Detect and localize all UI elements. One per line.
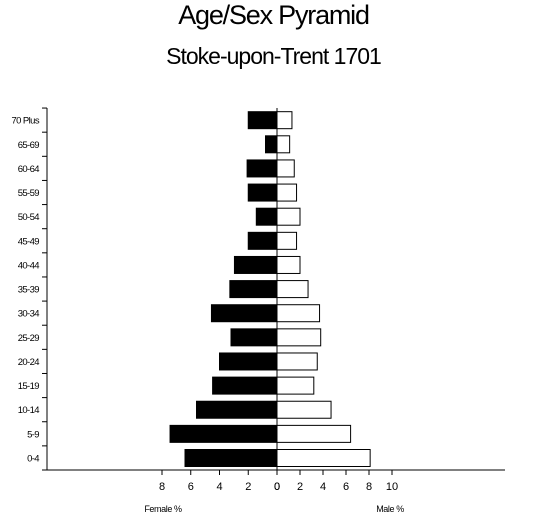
male-bar-60-64	[276, 159, 295, 178]
category-label: 30-34	[18, 309, 40, 320]
male-bar-15-19	[276, 376, 315, 395]
female-bar-35-39	[229, 280, 278, 299]
female-axis-label: Female %	[144, 504, 182, 514]
female-tick-label: 4	[216, 481, 222, 493]
male-tick-label: 10	[386, 481, 398, 493]
male-bar-45-49	[276, 231, 298, 250]
male-bar-35-39	[276, 280, 309, 299]
male-bar-25-29	[276, 328, 322, 347]
chart-subtitle: Stoke-upon-Trent 1701	[166, 43, 382, 69]
female-bar-50-54	[255, 207, 278, 226]
male-bar-70-plus	[276, 111, 293, 130]
category-label: 35-39	[18, 285, 40, 296]
male-tick-label: 2	[297, 481, 303, 493]
male-bar-40-44	[276, 255, 301, 274]
male-tick-label: 0	[274, 481, 280, 493]
female-bar-20-24	[219, 352, 278, 371]
category-label: 55-59	[18, 188, 40, 199]
male-bar-0-4	[276, 449, 371, 467]
male-bar-65-69	[276, 135, 291, 154]
female-tick-label: 6	[188, 481, 194, 493]
female-bar-10-14	[196, 400, 278, 419]
female-bar-15-19	[212, 376, 278, 395]
category-label: 65-69	[18, 140, 40, 151]
female-bar-40-44	[233, 255, 278, 274]
male-bar-10-14	[276, 400, 332, 419]
category-label: 50-54	[18, 212, 40, 223]
category-label: 60-64	[18, 164, 40, 175]
category-label: 40-44	[18, 260, 40, 271]
female-tick-label: 0	[274, 481, 280, 493]
female-bar-0-4	[184, 449, 278, 467]
female-bar-70-plus	[247, 111, 278, 130]
female-bar-5-9	[169, 424, 278, 443]
male-bar-50-54	[276, 207, 301, 226]
category-label: 45-49	[18, 236, 40, 247]
female-tick-label: 2	[245, 481, 251, 493]
female-bar-60-64	[246, 159, 278, 178]
chart-title: Age/Sex Pyramid	[178, 0, 370, 30]
female-tick-label: 8	[159, 481, 165, 493]
male-bar-55-59	[276, 183, 298, 202]
female-bar-65-69	[265, 135, 278, 154]
category-label: 10-14	[18, 405, 40, 416]
male-tick-label: 4	[320, 481, 326, 493]
category-label: 5-9	[27, 429, 39, 440]
male-tick-label: 6	[343, 481, 349, 493]
category-label: 25-29	[18, 333, 40, 344]
category-label: 20-24	[18, 357, 40, 368]
female-bar-55-59	[247, 183, 278, 202]
male-bar-30-34	[276, 304, 321, 323]
male-tick-label: 8	[366, 481, 372, 493]
category-label: 70 Plus	[12, 116, 40, 127]
male-bar-5-9	[276, 424, 352, 443]
category-label: 15-19	[18, 381, 40, 392]
female-bar-45-49	[247, 231, 278, 250]
male-axis-label: Male %	[376, 504, 404, 514]
female-bar-30-34	[210, 304, 278, 323]
female-bar-25-29	[230, 328, 278, 347]
category-label: 0-4	[27, 454, 39, 465]
male-bar-20-24	[276, 352, 318, 371]
